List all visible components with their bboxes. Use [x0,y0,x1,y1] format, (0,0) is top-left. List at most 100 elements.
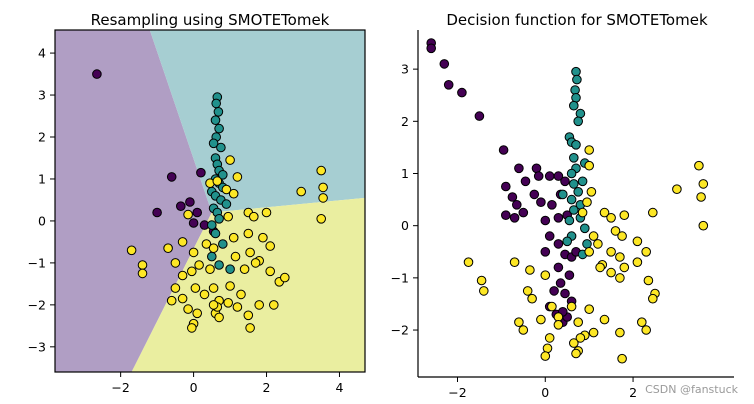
purple-point [518,207,529,218]
yellow-point [542,343,553,354]
teal-point [566,168,577,179]
yellow-point [525,265,535,275]
yellow-point [588,231,599,241]
yellow-point [619,262,630,273]
yellow-point [137,268,148,279]
yellow-point [236,289,246,300]
yellow-point [177,293,188,304]
yellow-point [177,270,188,281]
y-tick-label: −2 [28,297,46,312]
purple-point [439,59,450,69]
purple-point [547,200,557,210]
y-tick-label: 2 [38,130,46,145]
x-tick-label: 0 [190,380,198,395]
y-tick-label: 2 [401,114,409,129]
teal-point [573,116,584,127]
x-tick-label: 0 [541,385,549,400]
y-tick-label: −3 [28,339,46,354]
yellow-point [280,272,290,283]
purple-point [457,87,467,98]
yellow-point [225,155,235,165]
teal-point [566,194,577,205]
yellow-point [261,207,272,218]
purple-point [185,197,195,207]
watermark: CSDN @fanstuck [645,383,739,396]
yellow-point [617,353,627,364]
teal-point [569,100,579,111]
purple-point [564,270,575,281]
purple-point [531,163,542,174]
yellow-point [606,213,616,223]
teal-point [564,215,575,226]
yellow-point [463,257,474,268]
right-chart-title: Decision function for SMOTETomek [446,11,708,29]
purple-point [507,192,518,202]
x-tick-label: 2 [263,380,271,395]
yellow-point [641,247,652,257]
teal-point [569,205,579,215]
yellow-point [698,179,709,189]
yellow-point [190,283,201,293]
yellow-point [208,283,219,293]
yellow-point [615,252,625,262]
yellow-point [232,172,243,182]
teal-point [569,179,579,189]
purple-point [544,171,555,181]
yellow-point [641,325,652,335]
yellow-point [588,327,599,338]
y-tick-label: −1 [391,270,409,285]
yellow-point [509,257,520,268]
yellow-point [573,317,584,328]
yellow-point [258,232,268,243]
yellow-point [696,192,706,202]
yellow-point [571,348,581,359]
yellow-point [584,160,595,171]
purple-point [553,262,564,273]
yellow-point [632,257,643,268]
teal-point [225,264,235,275]
yellow-point [187,266,197,277]
yellow-point [192,308,202,319]
teal-point [573,187,584,197]
teal-point [571,140,581,150]
yellow-point [249,211,259,222]
yellow-point [593,239,603,249]
purple-point [560,176,570,187]
yellow-point [610,226,621,236]
purple-point [512,200,522,210]
yellow-point [553,320,564,330]
yellow-point [170,258,181,268]
yellow-point [569,338,579,348]
yellow-point [599,207,610,218]
teal-point [572,74,582,85]
yellow-point [637,317,647,328]
yellow-point [243,310,254,321]
yellow-point [177,237,188,247]
yellow-point [527,293,537,304]
yellow-point [205,264,215,275]
yellow-point [619,210,630,220]
yellow-point [595,262,605,273]
yellow-point [698,220,709,231]
purple-point [529,189,540,200]
right-scatter-points [426,38,709,364]
teal-point [577,176,588,187]
teal-point [218,239,228,249]
y-tick-label: 1 [401,166,409,181]
x-tick-label: −2 [111,380,129,395]
teal-point [575,108,586,119]
teal-point [214,260,224,270]
yellow-point [586,187,597,197]
x-tick-label: −2 [448,385,466,400]
purple-point [553,171,564,181]
yellow-point [223,211,233,222]
yellow-point [269,300,279,310]
teal-point [570,85,580,95]
yellow-point [643,275,654,286]
teal-point [210,115,221,125]
purple-point [509,213,520,223]
purple-point [152,207,162,218]
teal-point [208,138,219,149]
purple-point [426,43,437,54]
